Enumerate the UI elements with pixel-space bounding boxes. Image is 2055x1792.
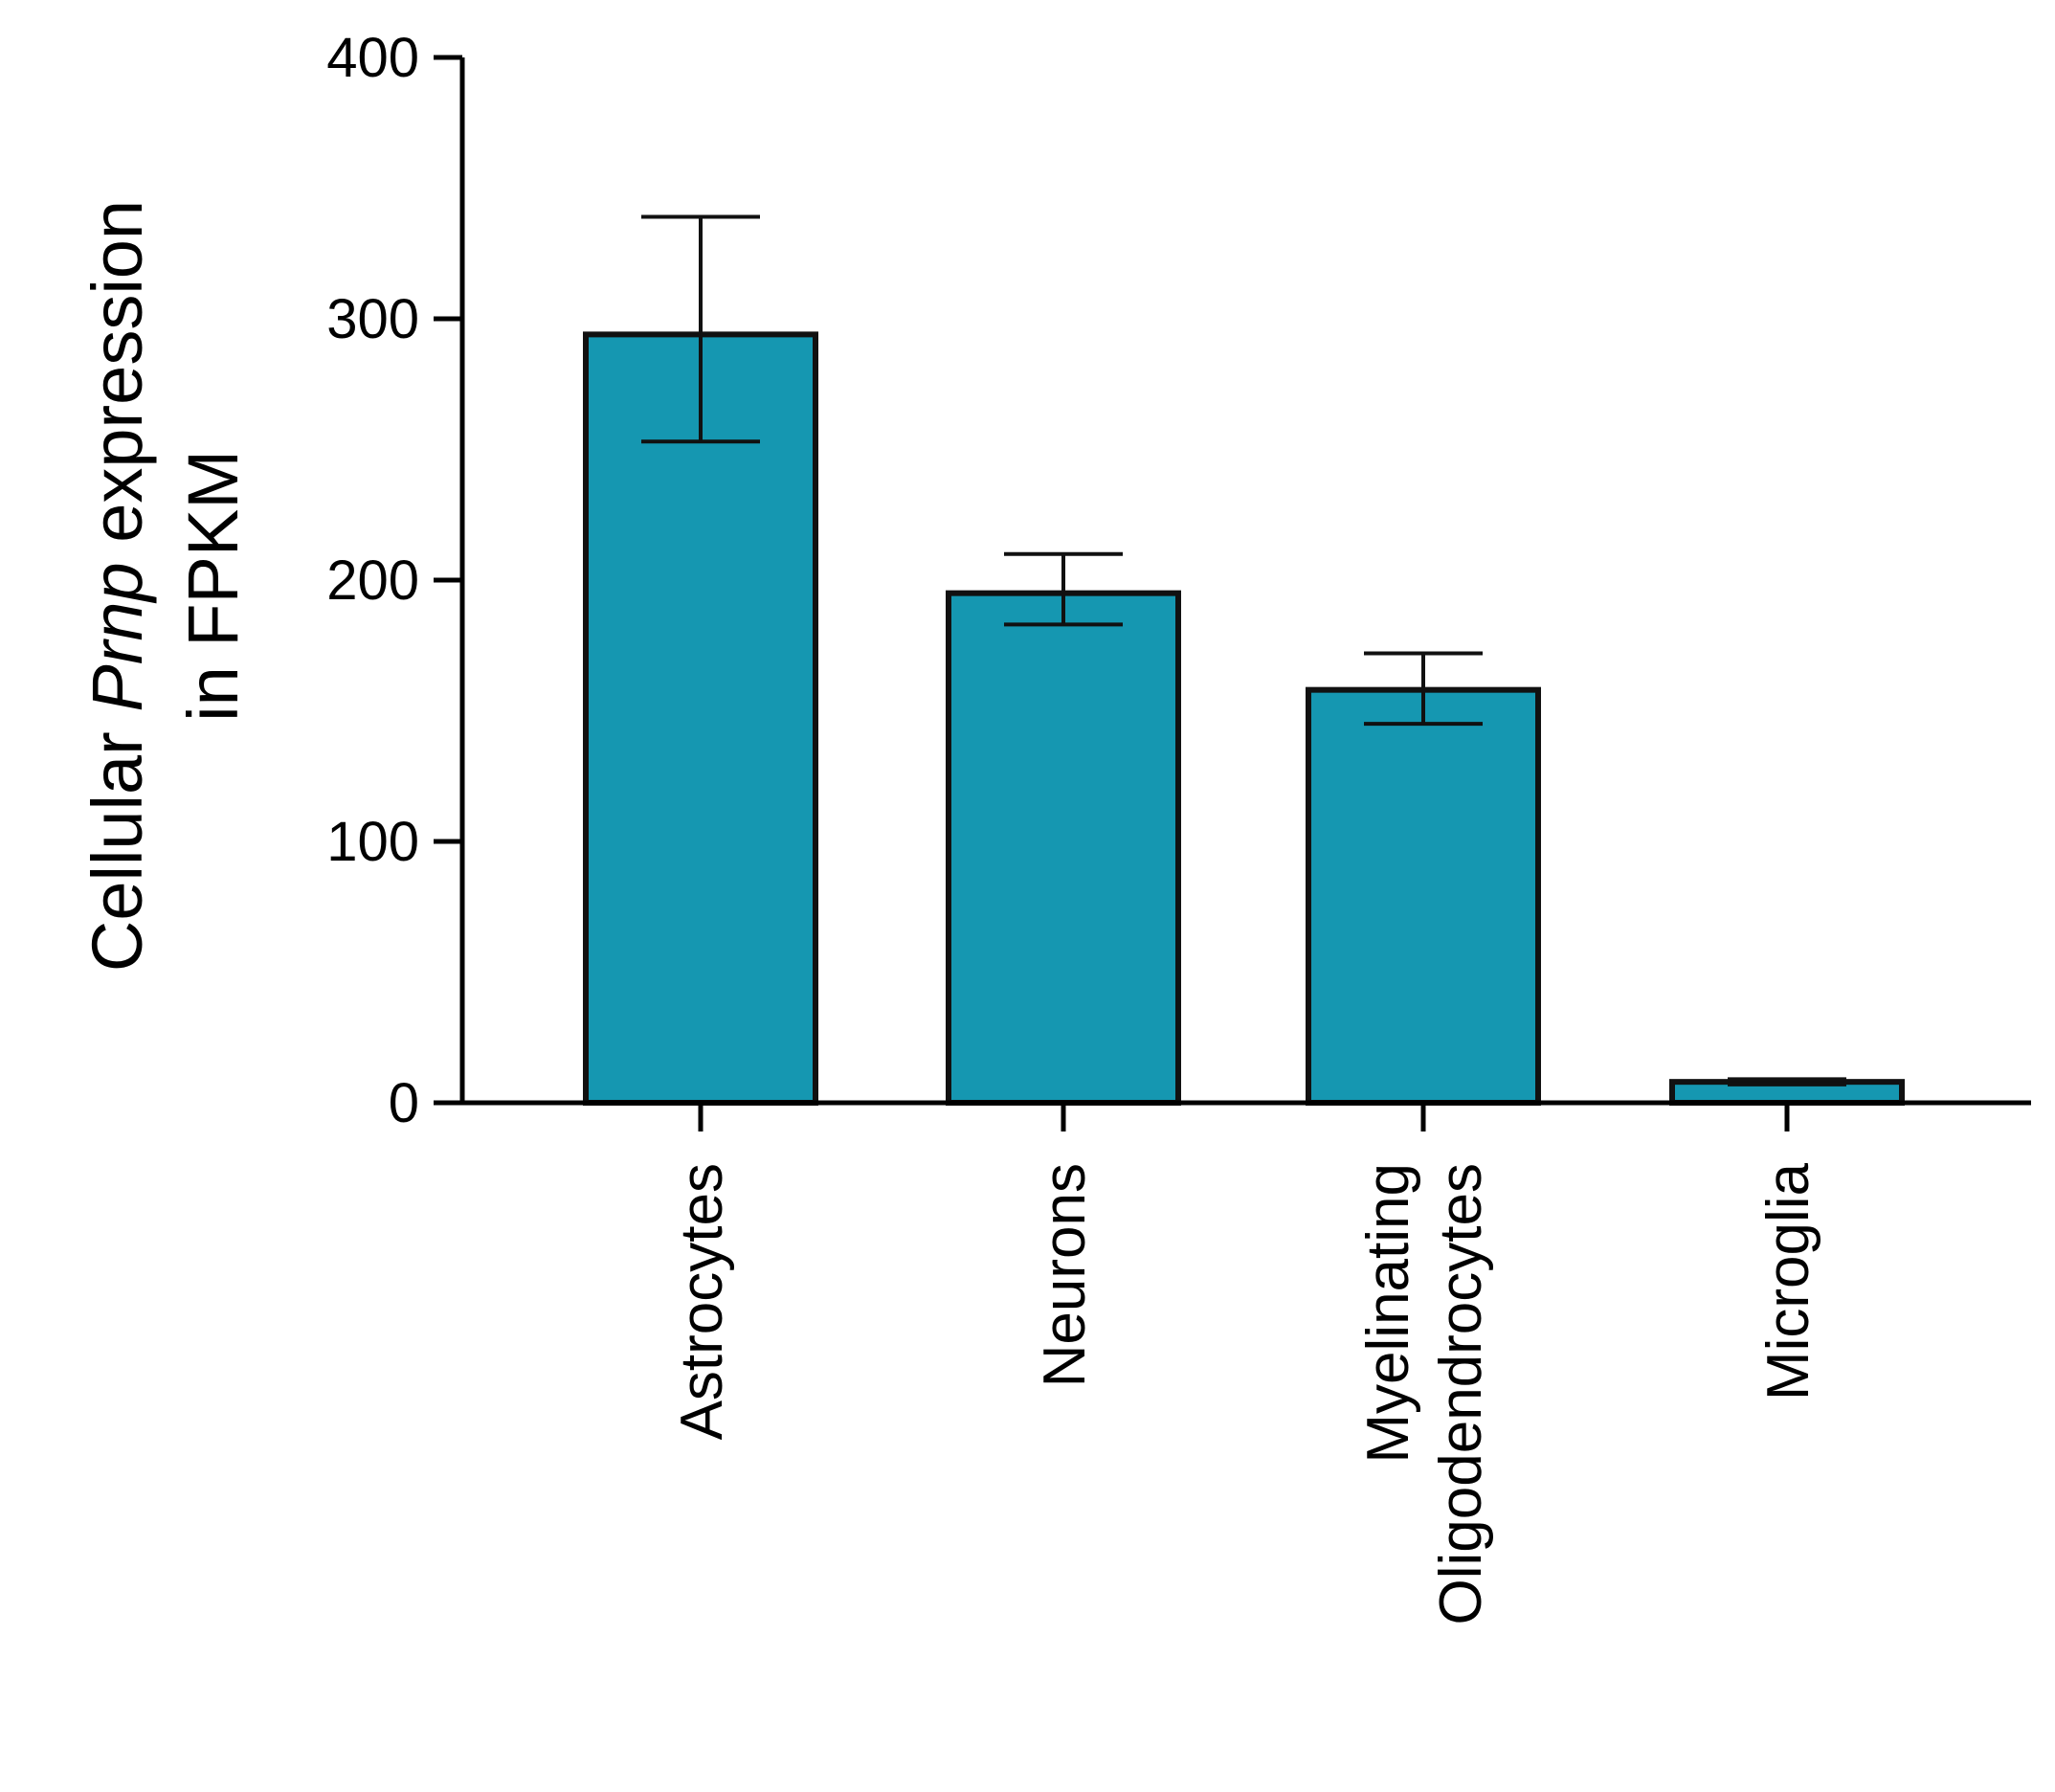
y-tick-label: 300 (326, 288, 419, 350)
y-axis-title-segment: Cellular (78, 712, 157, 972)
y-axis-title-segment: expression (78, 200, 157, 562)
x-tick-label-line: Oligodendrocytes (1428, 1163, 1494, 1625)
bars (583, 331, 1905, 1107)
x-tick-label-line: Myelinating (1355, 1163, 1421, 1464)
x-tick-label-line: Microglia (1755, 1162, 1821, 1400)
x-tick-label: Microglia (1755, 1162, 1821, 1400)
y-axis-title-segment: in FPKM (173, 450, 253, 722)
y-axis-title-segment: Prnp (78, 562, 157, 711)
x-tick-label: Myelinating Oligodendrocytes (1355, 1163, 1494, 1625)
y-tick-label: 0 (389, 1072, 419, 1134)
bar (583, 331, 818, 1106)
x-axis: Astrocytes Neurons Myelinating Oligodendroc… (460, 1100, 2031, 1625)
error-bars (641, 214, 1846, 1086)
bar (946, 590, 1181, 1106)
y-tick-label: 400 (326, 27, 419, 89)
y-axis-title-line: in FPKM (173, 450, 253, 722)
y-axis-title-line: Cellular Prnp expression (78, 200, 157, 972)
x-tick-label-line: Astrocytes (669, 1163, 735, 1440)
x-tick-label: Neurons (1032, 1163, 1098, 1387)
y-axis: 0 100 200 300 400 (326, 27, 465, 1134)
y-tick-label: 100 (326, 811, 419, 873)
y-tick-label: 200 (326, 549, 419, 612)
x-tick-label-line: Neurons (1032, 1163, 1098, 1387)
bar (1306, 686, 1541, 1106)
x-tick-label: Astrocytes (669, 1163, 735, 1440)
